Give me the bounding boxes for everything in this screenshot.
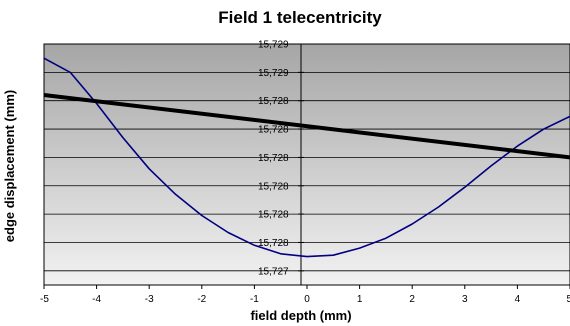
series-line-2	[43, 93, 570, 160]
x-tick-label: 3	[462, 294, 468, 305]
x-tick-label: 1	[357, 294, 363, 305]
x-tick-label: 0	[304, 294, 310, 305]
chart-title: Field 1 telecentricity	[218, 8, 382, 27]
plot-area	[43, 43, 570, 286]
gridlines	[44, 43, 570, 272]
y-tick-label: 15,728	[258, 153, 289, 164]
x-tick-label: -4	[92, 294, 101, 305]
y-tick-label: 15,728	[258, 96, 289, 107]
y-tick-label: 15,729	[258, 40, 289, 51]
y-tick-label: 15,728	[258, 125, 289, 136]
series-line-1	[43, 57, 570, 258]
x-tick-label: 2	[409, 294, 415, 305]
y-tick-label: 15,727	[258, 266, 289, 277]
x-tick-label: -2	[197, 294, 206, 305]
y-tick-label: 15,729	[258, 68, 289, 79]
y-axis-title: edge displacement (mm)	[2, 90, 17, 242]
y-tick-label: 15,728	[258, 210, 289, 221]
y-tick-label: 15,728	[258, 238, 289, 249]
y-tick-label: 15,728	[258, 181, 289, 192]
series-layer	[43, 57, 570, 258]
x-tick-label: -1	[250, 294, 259, 305]
x-tick-label: 4	[515, 294, 521, 305]
x-axis: -5 -4 -3 -2 -1 0 1 2 3 4 5	[40, 285, 570, 305]
x-axis-title: field depth (mm)	[250, 308, 351, 323]
x-tick-label: -3	[145, 294, 154, 305]
plot-background	[43, 43, 570, 286]
x-tick-label: -5	[40, 294, 49, 305]
y-axis: 15,729 15,729 15,728 15,728 15,728 15,728 15,7…	[258, 40, 304, 285]
x-tick-label: 5	[566, 294, 570, 305]
